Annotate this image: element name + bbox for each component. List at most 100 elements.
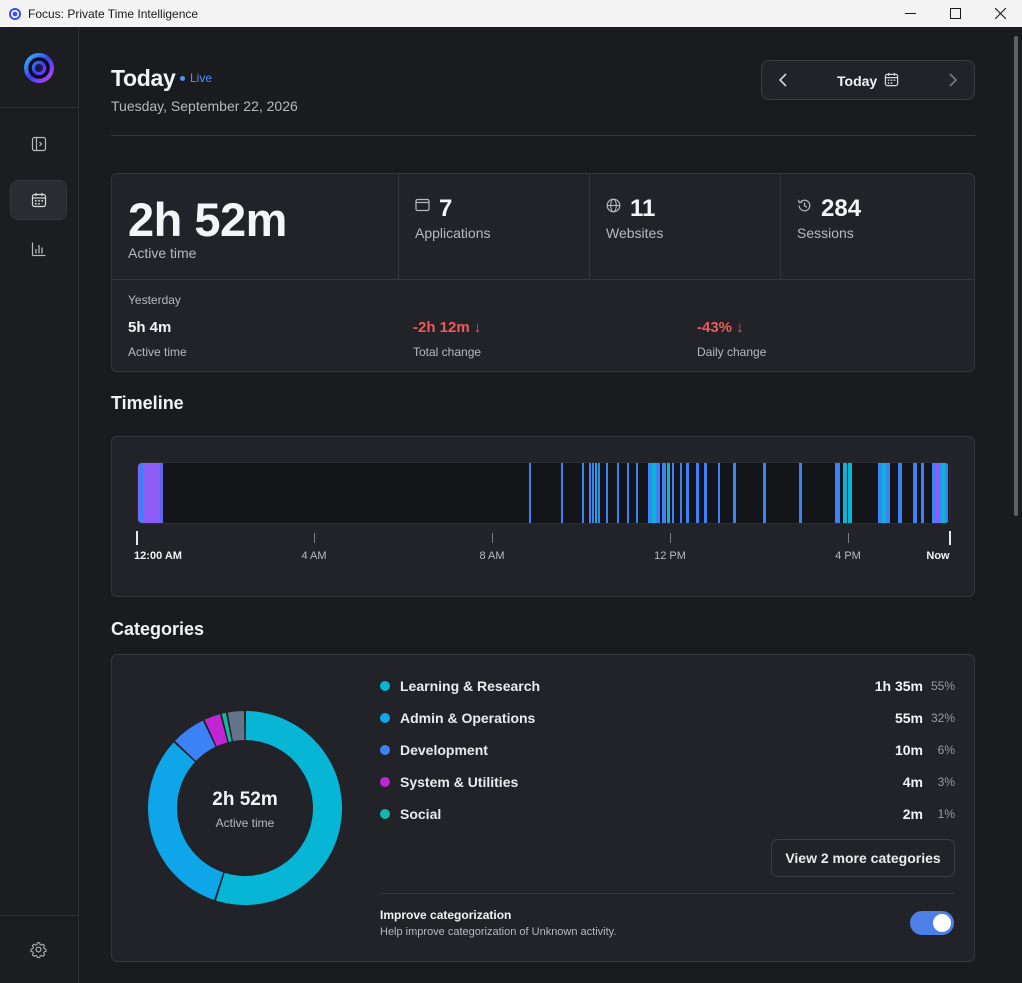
nav-calendar[interactable] (10, 180, 67, 220)
timeline-track[interactable] (137, 462, 950, 524)
donut-slice[interactable] (148, 742, 224, 900)
sessions-stat[interactable]: 284 Sessions (780, 174, 974, 279)
category-time: 10m (894, 742, 923, 758)
timeline-activity-segment[interactable] (140, 463, 143, 523)
timeline-activity-segment[interactable] (662, 463, 666, 523)
donut-center-label: Active time (215, 816, 275, 830)
timeline-activity-segment[interactable] (595, 463, 597, 523)
previous-day-button[interactable] (772, 69, 794, 91)
timeline-activity-segment[interactable] (627, 463, 629, 523)
scrollbar[interactable] (1014, 36, 1018, 516)
timeline-tick-label: 12 PM (654, 550, 686, 562)
timeline-activity-segment[interactable] (935, 463, 940, 523)
category-color-dot (380, 809, 390, 819)
timeline-activity-segment[interactable] (617, 463, 619, 523)
next-day-button[interactable] (942, 69, 964, 91)
category-name: Development (400, 742, 488, 758)
category-percent: 55% (930, 679, 955, 693)
categories-title: Categories (111, 619, 205, 639)
timeline-activity-segment[interactable] (848, 463, 852, 523)
donut-center: 2h 52m Active time (145, 789, 345, 830)
timeline-activity-segment[interactable] (582, 463, 584, 523)
timeline-activity-segment[interactable] (733, 463, 736, 523)
yesterday-heading: Yesterday (128, 293, 181, 307)
calendar-icon[interactable] (884, 72, 899, 87)
timeline-activity-segment[interactable] (696, 463, 699, 523)
category-percent: 1% (937, 807, 955, 821)
timeline-activity-segment[interactable] (589, 463, 591, 523)
category-percent: 6% (937, 743, 955, 757)
category-donut-chart[interactable] (145, 708, 345, 908)
minimize-icon (904, 13, 916, 14)
timeline-tick (848, 533, 849, 543)
category-name: Social (400, 806, 442, 822)
chevron-left-icon (778, 73, 787, 87)
timeline-tick-label: 8 AM (479, 550, 505, 562)
websites-count: 11 (630, 195, 656, 222)
applications-stat[interactable]: 7 Applications (398, 174, 589, 279)
timeline-activity-segment[interactable] (598, 463, 600, 523)
close-button[interactable] (977, 0, 1022, 27)
timeline-activity-segment[interactable] (561, 463, 563, 523)
category-row[interactable]: Learning & Research 1h 35m 55% (380, 676, 955, 696)
category-row[interactable]: Social 2m 1% (380, 804, 955, 824)
timeline-activity-segment[interactable] (799, 463, 802, 523)
category-color-dot (380, 681, 390, 691)
category-row[interactable]: System & Utilities 4m 3% (380, 772, 955, 792)
timeline-activity-segment[interactable] (913, 463, 917, 523)
maximize-icon (949, 8, 961, 19)
donut-slice[interactable] (215, 711, 342, 905)
sidebar-toggle-button[interactable] (10, 124, 67, 164)
timeline-activity-segment[interactable] (636, 463, 638, 523)
timeline-tick-label: 4 PM (835, 550, 861, 562)
globe-icon (606, 198, 621, 213)
history-icon (797, 199, 811, 212)
sidebar (0, 27, 79, 983)
timeline-activity-segment[interactable] (718, 463, 720, 523)
timeline-activity-segment[interactable] (529, 463, 531, 523)
donut-slice[interactable] (204, 714, 228, 747)
chevron-right-icon (949, 73, 958, 87)
categories-card: 2h 52m Active time Learning & Research 1… (111, 654, 975, 962)
focus-logo-icon (24, 53, 54, 83)
donut-slice[interactable] (227, 711, 245, 742)
summary-divider (112, 279, 974, 280)
maximize-button[interactable] (932, 0, 978, 27)
timeline-activity-segment[interactable] (606, 463, 608, 523)
category-time: 2m (902, 806, 923, 822)
panel-toggle-icon (31, 136, 46, 152)
nav-settings[interactable] (10, 929, 67, 969)
timeline-tick (949, 531, 951, 545)
timeline-activity-segment[interactable] (898, 463, 902, 523)
websites-stat[interactable]: 11 Websites (589, 174, 780, 279)
improve-categorization-toggle[interactable] (910, 911, 954, 935)
nav-reports[interactable] (10, 229, 67, 269)
timeline-activity-segment[interactable] (686, 463, 689, 523)
donut-slice[interactable] (221, 712, 232, 742)
window-icon (415, 198, 430, 212)
timeline-activity-segment[interactable] (680, 463, 682, 523)
donut-slice[interactable] (174, 720, 216, 761)
timeline-activity-segment[interactable] (763, 463, 766, 523)
timeline-title: Timeline (111, 393, 184, 413)
timeline-activity-segment[interactable] (835, 463, 840, 523)
date-picker-label[interactable]: Today (837, 73, 878, 89)
summary-card: 2h 52m Active time 7 Applications 11 Web… (111, 173, 975, 372)
timeline-activity-segment[interactable] (941, 463, 945, 523)
live-indicator: Live (180, 71, 212, 85)
timeline-activity-segment[interactable] (843, 463, 847, 523)
timeline-activity-segment[interactable] (704, 463, 707, 523)
timeline-activity-segment[interactable] (921, 463, 924, 523)
view-more-categories-button[interactable]: View 2 more categories (771, 839, 955, 877)
page-date: Tuesday, September 22, 2026 (111, 98, 298, 114)
timeline-activity-segment[interactable] (160, 463, 163, 523)
timeline-activity-segment[interactable] (667, 463, 670, 523)
bar-chart-icon (31, 242, 45, 257)
timeline-activity-segment[interactable] (592, 463, 594, 523)
minimize-button[interactable] (887, 0, 933, 27)
timeline-activity-segment[interactable] (652, 463, 656, 523)
timeline-activity-segment[interactable] (882, 463, 886, 523)
category-row[interactable]: Development 10m 6% (380, 740, 955, 760)
category-row[interactable]: Admin & Operations 55m 32% (380, 708, 955, 728)
timeline-activity-segment[interactable] (672, 463, 674, 523)
